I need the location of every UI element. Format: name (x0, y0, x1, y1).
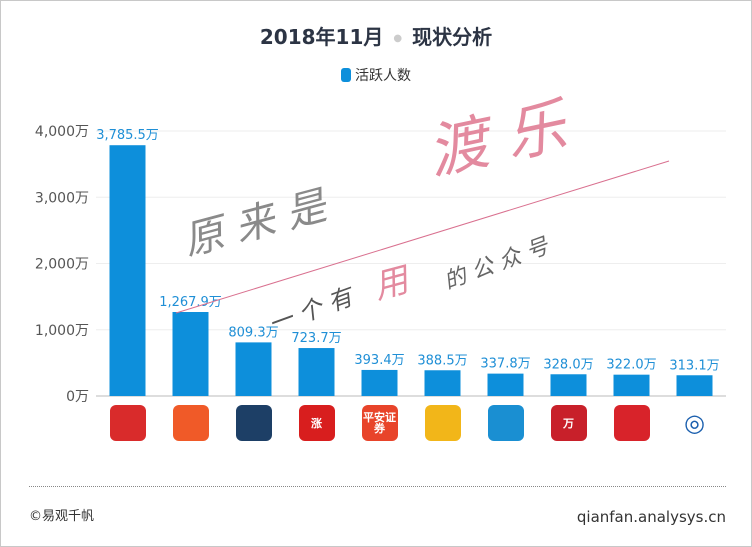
y-tick-label: 0万 (66, 389, 89, 405)
y-tick-label: 3,000万 (35, 190, 89, 206)
bar (172, 312, 209, 396)
app-icon-red-square: 万 (550, 405, 587, 441)
bar (424, 370, 461, 396)
legend-label: 活跃人数 (355, 68, 411, 84)
footer-divider (29, 486, 726, 487)
data-label: 723.7万 (291, 331, 341, 346)
app-icon-orange-wings (172, 405, 209, 441)
bar (361, 369, 398, 396)
title-suffix: 现状分析 (412, 25, 493, 49)
bar (613, 374, 650, 396)
app-icon-blue-circle: ◎ (676, 405, 713, 441)
title-date: 2018年11月 (259, 25, 384, 49)
bar (235, 342, 272, 396)
data-label: 1,267.9万 (159, 295, 222, 310)
app-icon-pingan: 平安证券 (361, 405, 398, 441)
copyright: ©易观千帆 (29, 509, 95, 524)
y-tick-label: 4,000万 (35, 124, 89, 140)
app-icon-yellow (424, 405, 461, 441)
legend[interactable]: 活跃人数 (1, 65, 751, 85)
y-tick-label: 2,000万 (35, 257, 89, 273)
data-label: 809.3万 (228, 325, 278, 340)
bar (109, 145, 146, 396)
y-tick-label: 1,000万 (35, 323, 89, 339)
app-icon-blue-chart (235, 405, 272, 441)
bar (676, 375, 713, 396)
bar (550, 374, 587, 396)
legend-swatch (341, 68, 351, 82)
bar (487, 373, 524, 396)
app-icon-blue-g (487, 405, 524, 441)
watermark-line (175, 160, 670, 314)
app-icon-citic (613, 405, 650, 441)
data-label: 393.4万 (354, 353, 404, 368)
data-label: 337.8万 (480, 357, 530, 372)
data-label: 3,785.5万 (96, 128, 159, 143)
app-icon-red-bars (109, 405, 146, 441)
chart-title: 2018年11月 ● 现状分析 (259, 25, 493, 49)
data-label: 313.1万 (669, 358, 719, 373)
bar-chart: 0万 1,000万 2,000万 3,000万 4,000万 3,785.5万 1,267.… (35, 124, 726, 405)
data-label: 322.0万 (606, 358, 656, 373)
bar (298, 348, 335, 396)
data-label: 328.0万 (543, 357, 593, 372)
app-icon-zhang: 涨 (298, 405, 335, 441)
data-label: 388.5万 (417, 353, 467, 368)
site-url[interactable]: qianfan.analysys.cn (576, 508, 726, 526)
